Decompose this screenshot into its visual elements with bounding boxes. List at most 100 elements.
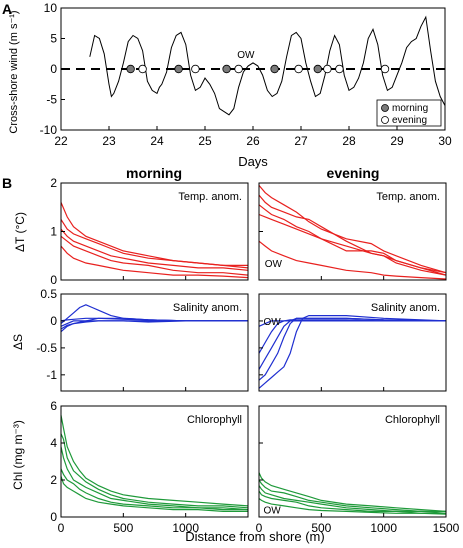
sal-evening-frame — [258, 293, 447, 392]
evening-marker — [234, 64, 243, 74]
sal-evening-series-5 — [258, 320, 446, 327]
temp-evening-series-1 — [258, 185, 447, 274]
panel-label-b: B — [2, 175, 12, 191]
sal-morning-ytick-label: -0.5 — [36, 341, 57, 355]
wind-xtick-label: 25 — [198, 134, 212, 148]
evening-marker — [138, 64, 147, 74]
sal-evening-title: Salinity anom. — [371, 302, 440, 314]
chl-evening-xtick-label: 1500 — [433, 521, 460, 535]
evening-marker — [191, 64, 200, 74]
temp-morning-series-1 — [60, 202, 249, 269]
temp-morning-series-3 — [60, 228, 249, 271]
wind-xtick-label: 27 — [294, 134, 308, 148]
chl-morning-series-2 — [60, 433, 249, 509]
chl-evening-series-2 — [258, 479, 446, 512]
bottom-xlabel: Distance from shore (m) — [185, 529, 324, 544]
chl-morning-series-1 — [60, 415, 249, 507]
sal-evening-series-4 — [258, 319, 446, 354]
chl-morning-series-5 — [60, 476, 248, 512]
wind-xtick-label: 29 — [390, 134, 404, 148]
sal-morning-frame — [60, 293, 249, 392]
evening-marker — [323, 64, 332, 74]
chl-morning-ytick-label: 4 — [50, 436, 57, 450]
chl-ylabel: Chl (mg m⁻³) — [11, 420, 25, 490]
chl-morning-series-3 — [60, 446, 249, 511]
evening-marker — [335, 64, 344, 74]
sal-evening-series-2 — [258, 317, 447, 381]
temp-evening-series-4 — [258, 213, 447, 274]
legend-evening-marker — [381, 116, 389, 124]
chl-morning-frame — [60, 405, 249, 518]
temp-evening-panel: Temp. anom. OW — [258, 182, 447, 281]
wind-ytick-label: 0 — [50, 62, 57, 76]
chl-morning-ytick-label: 2 — [50, 473, 57, 487]
chl-evening-series-1 — [258, 472, 447, 512]
chl-evening-panel: 0 500 1000 1500 Chlorophyll OW — [256, 405, 460, 535]
wind-ow-annotation: OW — [237, 50, 255, 61]
temp-evening-series-2 — [258, 194, 447, 276]
chl-morning-xtick-label: 500 — [113, 521, 133, 535]
legend-morning-label: morning — [392, 103, 428, 114]
sal-morning-ytick-label: -1 — [46, 368, 57, 382]
sal-evening-panel: Salinity anom. OW — [258, 293, 447, 392]
chl-evening-series-4 — [258, 490, 446, 514]
evening-marker — [380, 64, 390, 74]
morning-marker — [270, 64, 279, 74]
morning-marker — [313, 64, 322, 74]
sal-evening-series-3 — [258, 317, 447, 370]
chl-morning-xtick-label: 1000 — [172, 521, 199, 535]
morning-marker — [222, 64, 231, 74]
evening-marker — [294, 64, 303, 74]
wind-xtick-label: 30 — [438, 134, 452, 148]
chl-morning-ytick-label: 0 — [50, 510, 57, 524]
column-title-evening: evening — [327, 165, 380, 181]
wind-xtick-label: 26 — [246, 134, 260, 148]
chl-evening-xtick-label: 1000 — [370, 521, 397, 535]
chl-evening-title: Chlorophyll — [385, 414, 440, 426]
temp-morning-title: Temp. anom. — [178, 191, 242, 203]
temp-morning-ytick-label: 0 — [50, 273, 57, 287]
chl-morning-xtick-label: 0 — [58, 521, 65, 535]
legend-morning-marker — [381, 104, 389, 112]
chl-evening-xtick-label: 500 — [311, 521, 331, 535]
chl-morning-title: Chlorophyll — [187, 414, 242, 426]
morning-marker — [126, 64, 135, 74]
legend-evening-label: evening — [392, 115, 427, 126]
temp-morning-panel: 0 1 2 Temp. anom. — [50, 176, 249, 287]
chl-evening-xtick-label: 0 — [256, 521, 263, 535]
sal-ylabel: ΔS — [11, 334, 25, 350]
wind-plot: -10 -5 0 5 10 22 23 24 25 26 27 28 29 30 OW morningeven… — [40, 1, 452, 148]
wind-ylabel: Cross-shore wind (m s⁻¹) — [8, 10, 20, 133]
sal-morning-title: Salinity anom. — [173, 302, 242, 314]
column-title-morning: morning — [126, 165, 182, 181]
chl-evening-ow-annotation: OW — [263, 506, 281, 517]
wind-xtick-label: 23 — [102, 134, 116, 148]
temp-morning-series-5 — [60, 245, 249, 279]
chl-evening-frame — [258, 405, 447, 518]
wind-xtick-label: 28 — [342, 134, 356, 148]
temp-morning-series-4 — [60, 235, 249, 276]
temp-morning-ytick-label: 1 — [50, 225, 57, 239]
chl-morning-ytick-label: 6 — [50, 399, 57, 413]
temp-evening-series-5 — [258, 240, 447, 280]
wind-xtick-label: 22 — [54, 134, 68, 148]
sal-evening-series-1 — [258, 315, 447, 389]
sal-morning-ytick-label: 0.5 — [40, 287, 57, 301]
chl-evening-series-5 — [258, 498, 447, 515]
wind-xtick-label: 24 — [150, 134, 164, 148]
temp-morning-ytick-label: 2 — [50, 176, 57, 190]
sal-morning-ytick-label: 0 — [50, 314, 57, 328]
morning-marker — [174, 64, 183, 74]
temp-morning-series-2 — [60, 219, 248, 266]
wind-ytick-label: 10 — [44, 1, 58, 15]
wind-ytick-label: 5 — [50, 32, 57, 46]
wind-ytick-label: -5 — [46, 93, 57, 107]
wind-ytick-label: -10 — [40, 123, 58, 137]
temp-ylabel: ΔT (°C) — [13, 212, 27, 252]
wind-xlabel: Days — [238, 154, 268, 169]
panel-label-a: A — [2, 1, 12, 17]
temp-evening-ow-annotation: OW — [265, 259, 283, 270]
chl-morning-panel: 0 2 4 6 0 500 1000 Chlorophyll — [50, 399, 249, 535]
